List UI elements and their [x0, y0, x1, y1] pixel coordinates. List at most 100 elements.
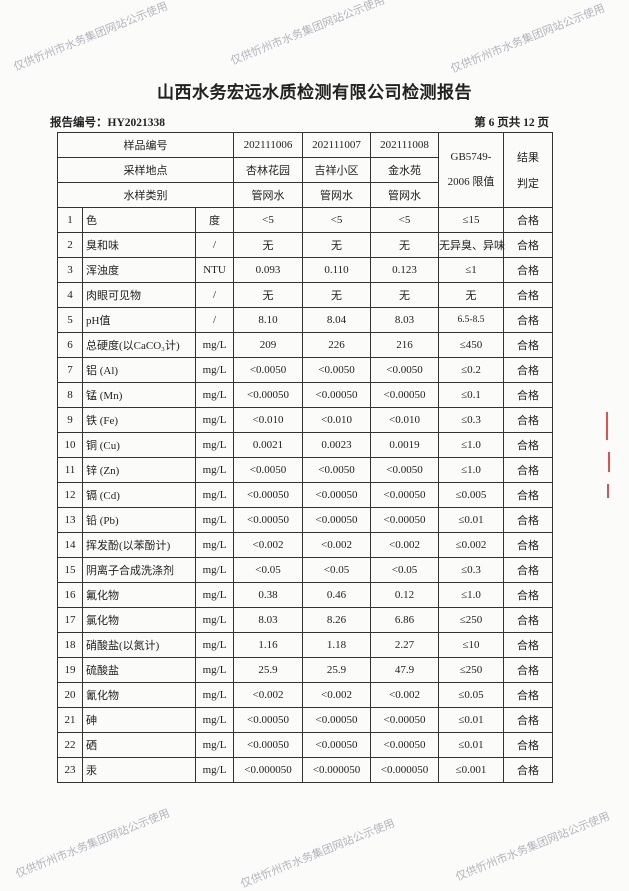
cell-v3: 47.9 — [370, 657, 439, 683]
cell-v2: <0.05 — [302, 557, 371, 583]
cell-v3: 8.03 — [370, 307, 439, 333]
cell-unit: mg/L — [195, 557, 234, 583]
cell-v2: <0.0050 — [302, 357, 371, 383]
cell-name: 挥发酚(以苯酚计) — [82, 532, 196, 558]
cell-unit: mg/L — [195, 607, 234, 633]
cell-limit: ≤450 — [438, 332, 504, 358]
cell-no: 4 — [57, 282, 83, 308]
result-label-1: 结果 — [517, 152, 539, 164]
cell-v2: 无 — [302, 282, 371, 308]
cell-no: 9 — [57, 407, 83, 433]
cell-limit: 无 — [438, 282, 504, 308]
cell-v3: 6.86 — [370, 607, 439, 633]
cell-result: 合格 — [503, 507, 553, 533]
cell-no: 18 — [57, 632, 83, 658]
cell-unit: 度 — [195, 207, 234, 233]
cell-name: 镉 (Cd) — [82, 482, 196, 508]
cell-unit: mg/L — [195, 407, 234, 433]
sample-site: 杏林花园 — [233, 157, 303, 183]
cell-v3: <0.000050 — [370, 757, 439, 783]
cell-result: 合格 — [503, 232, 553, 258]
cell-name: 臭和味 — [82, 232, 196, 258]
cell-result: 合格 — [503, 557, 553, 583]
cell-no: 3 — [57, 257, 83, 283]
table-row: 5 pH值/8.10 8.04 8.03 6.5-8.5 合格 — [57, 307, 553, 333]
cell-v1: <0.002 — [233, 532, 303, 558]
cell-no: 2 — [57, 232, 83, 258]
watermark-text: 仅供忻州市水务集团网站公示使用 — [453, 809, 612, 884]
cell-v3: <5 — [370, 207, 439, 233]
table-row: 23 汞 mg/L <0.000050 <0.000050 <0.000050 ≤0.001… — [57, 757, 553, 783]
cell-v2: <0.002 — [302, 532, 371, 558]
cell-result: 合格 — [503, 607, 553, 633]
cell-name: pH值 — [82, 307, 196, 333]
cell-v2: <0.00050 — [302, 707, 371, 733]
header-row-site: 采样地点 杏林花园 吉祥小区 金水苑 — [57, 157, 553, 183]
result-header: 结果 判定 — [503, 132, 553, 208]
cell-no: 5 — [57, 307, 83, 333]
cell-unit: mg/L — [195, 682, 234, 708]
cell-v2: <0.002 — [302, 682, 371, 708]
cell-v3: <0.0050 — [370, 357, 439, 383]
cell-name: 总硬度(以CaCO₃计) — [82, 332, 196, 358]
table-row: 17 氯化物 mg/L 8.03 8.26 6.86 ≤250 合格 — [57, 607, 553, 633]
cell-v1: 无 — [233, 232, 303, 258]
cell-result: 合格 — [503, 257, 553, 283]
cell-no: 23 — [57, 757, 83, 783]
cell-no: 8 — [57, 382, 83, 408]
sample-id: 202111007 — [302, 132, 371, 158]
cell-name: 锰 (Mn) — [82, 382, 196, 408]
cell-v2: <0.00050 — [302, 482, 371, 508]
cell-name: 铝 (Al) — [82, 357, 196, 383]
cell-limit: ≤1.0 — [438, 457, 504, 483]
cell-v3: <0.00050 — [370, 482, 439, 508]
sample-id-label: 样品编号 — [57, 132, 234, 158]
sample-type: 管网水 — [302, 182, 371, 208]
table-row: 21 砷 mg/L <0.00050 <0.00050 <0.00050 ≤0.01 合格 — [57, 707, 553, 733]
cell-v1: 0.093 — [233, 257, 303, 283]
cell-v1: <0.0050 — [233, 457, 303, 483]
cell-v1: <0.010 — [233, 407, 303, 433]
cell-unit: mg/L — [195, 357, 234, 383]
cell-limit: ≤1.0 — [438, 432, 504, 458]
cell-no: 1 — [57, 207, 83, 233]
cell-v2: 1.18 — [302, 632, 371, 658]
cell-limit: ≤250 — [438, 657, 504, 683]
cell-v1: 8.10 — [233, 307, 303, 333]
watermark-text: 仅供忻州市水务集团网站公示使用 — [11, 0, 170, 74]
cell-limit: ≤0.005 — [438, 482, 504, 508]
cell-no: 13 — [57, 507, 83, 533]
cell-v1: <0.00050 — [233, 732, 303, 758]
cell-no: 7 — [57, 357, 83, 383]
cell-name: 氯化物 — [82, 607, 196, 633]
cell-unit: mg/L — [195, 707, 234, 733]
sample-type: 管网水 — [233, 182, 303, 208]
table-row: 16 氟化物 mg/L 0.38 0.46 0.12 ≤1.0 合格 — [57, 582, 553, 608]
cell-unit: mg/L — [195, 482, 234, 508]
table-row: 14 挥发酚(以苯酚计) mg/L <0.002 <0.002 <0.002 ≤0.002 合… — [57, 532, 553, 558]
standard-header: GB5749- 2006 限值 — [438, 132, 504, 208]
cell-result: 合格 — [503, 632, 553, 658]
cell-limit: 无异臭、异味 — [438, 232, 505, 258]
cell-no: 10 — [57, 432, 83, 458]
cell-result: 合格 — [503, 682, 553, 708]
cell-v1: <0.00050 — [233, 482, 303, 508]
watermark-text: 仅供忻州市水务集团网站公示使用 — [238, 816, 397, 891]
cell-name: 色 — [82, 207, 196, 233]
cell-v3: <0.010 — [370, 407, 439, 433]
cell-v3: 0.123 — [370, 257, 439, 283]
cell-name: 肉眼可见物 — [82, 282, 196, 308]
cell-v2: <0.010 — [302, 407, 371, 433]
cell-v1: <0.002 — [233, 682, 303, 708]
cell-v1: 0.0021 — [233, 432, 303, 458]
cell-v1: <0.00050 — [233, 382, 303, 408]
cell-name: 砷 — [82, 707, 196, 733]
sample-site: 金水苑 — [370, 157, 439, 183]
cell-no: 20 — [57, 682, 83, 708]
table-row: 12 镉 (Cd) mg/L <0.00050 <0.00050 <0.00050 ≤0.0… — [57, 482, 553, 508]
cell-unit: mg/L — [195, 457, 234, 483]
header-row-type: 水样类别 管网水 管网水 管网水 — [57, 182, 553, 208]
cell-limit: ≤0.3 — [438, 557, 504, 583]
